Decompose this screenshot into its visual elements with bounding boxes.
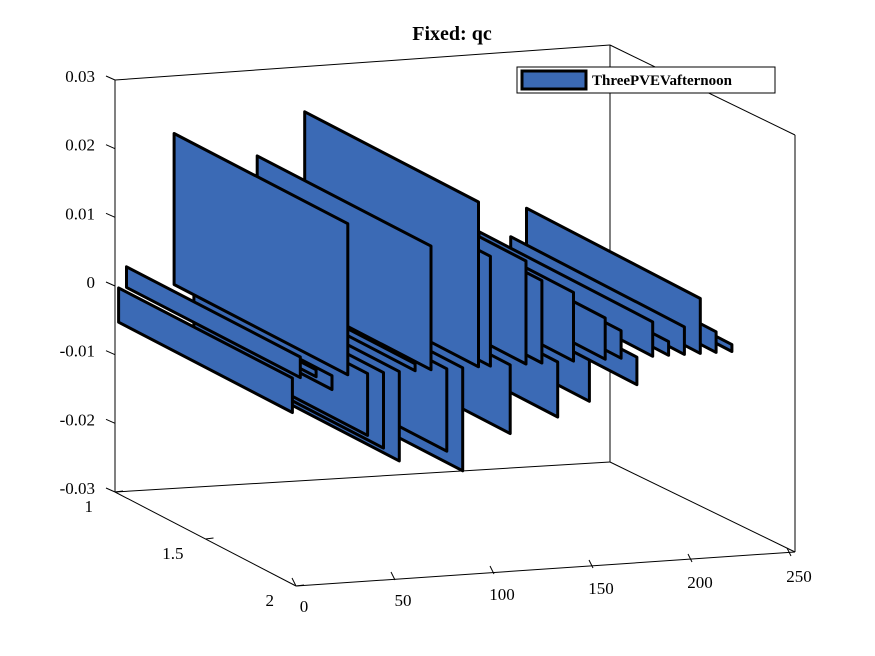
z-tick-mark [105,144,116,150]
x-tick-mark [489,565,495,575]
bar-slab [125,265,302,380]
x-tick-mark [390,571,396,581]
z-tick-mark [105,281,116,287]
z-tick-mark [105,350,116,356]
z-tick-label: 0.03 [65,67,95,86]
x-tick-mark [588,559,594,569]
x-tick-mark [786,547,792,557]
bar-slab [117,286,294,414]
x-tick-label: 200 [687,573,713,592]
z-tick-mark [105,212,116,218]
bar-slab [172,132,350,377]
z-tick-label: 0.01 [65,204,95,223]
x-tick-label: 100 [489,585,515,604]
x-tick-mark [687,553,693,563]
bar-group [117,110,734,473]
legend: ThreePVEVafternoon [516,66,776,94]
x-tick-label: 150 [588,579,614,598]
z-tick-label: 0.02 [65,136,95,155]
z-tick-mark [105,487,116,493]
y-tick-mark [295,584,305,587]
x-tick-label: 0 [300,597,309,616]
y-tick-label: 2 [266,591,275,610]
y-tick-mark [114,490,124,493]
x-tick-label: 50 [395,591,412,610]
x-tick-mark [291,577,297,587]
y-tick-label: 1.5 [162,544,183,563]
chart-title: Fixed: qc [412,23,492,45]
x-tick-label: 250 [786,567,812,586]
tick-group: 0 50 100 150 200 250 1 1.5 2 0.03 0.02 0.01 0 -0.01 -0… [60,67,812,616]
y-tick-label: 1 [85,497,94,516]
legend-swatch [520,69,588,91]
z-tick-label: -0.03 [60,479,95,498]
legend-label: ThreePVEVafternoon [592,73,733,89]
z-tick-label: -0.01 [60,342,95,361]
z-tick-label: 0 [87,273,96,292]
z-tick-label: -0.02 [60,410,95,429]
z-tick-mark [105,75,116,81]
z-tick-mark [105,418,116,424]
y-tick-mark [205,537,214,540]
